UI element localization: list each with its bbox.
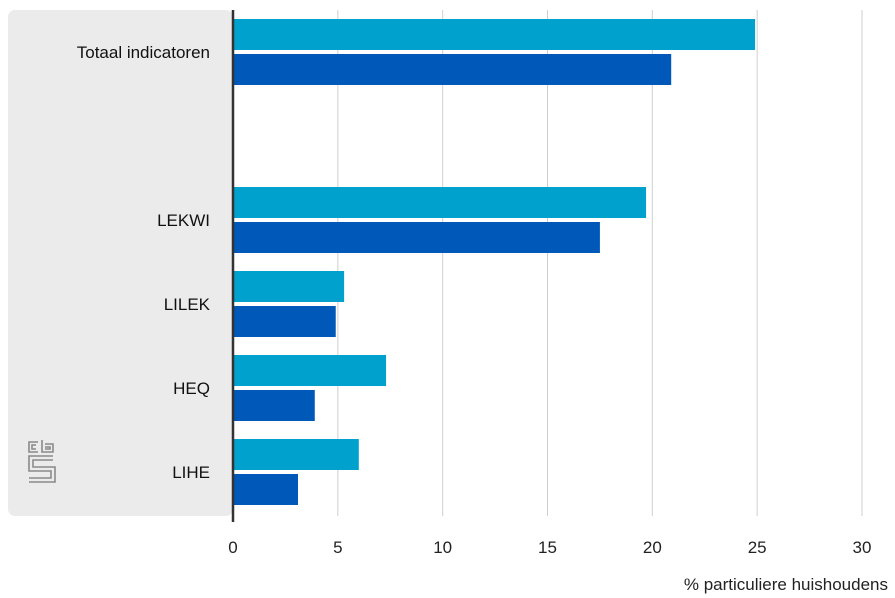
x-tick-label: 30 [853, 538, 872, 557]
bar [233, 271, 345, 302]
x-tick-label: 5 [333, 538, 342, 557]
bar [233, 222, 600, 253]
bar [233, 355, 387, 386]
category-label: LILEK [164, 295, 211, 314]
bar [233, 187, 647, 218]
gridlines [337, 10, 863, 516]
category-labels: Totaal indicatoren LEKWI LILEK HEQ LIHE [77, 43, 211, 482]
category-label: LEKWI [157, 211, 210, 230]
x-tick-label: 0 [228, 538, 237, 557]
bar [233, 54, 672, 85]
x-tick-label: 25 [748, 538, 767, 557]
category-label: LIHE [172, 463, 210, 482]
bars [233, 19, 756, 505]
cbs-logo: cbs [28, 440, 56, 483]
logo-c [28, 441, 38, 453]
x-tick-label: 10 [433, 538, 452, 557]
x-axis-title: % particuliere huishoudens [684, 575, 888, 594]
category-label: HEQ [173, 379, 210, 398]
bar [233, 439, 359, 470]
bar [233, 306, 336, 337]
x-tick-label: 15 [538, 538, 557, 557]
category-label: Totaal indicatoren [77, 43, 210, 62]
x-tick-labels: 0 5 10 15 20 25 30 [228, 538, 871, 557]
x-tick-label: 20 [643, 538, 662, 557]
logo-s [28, 455, 53, 479]
category-label-panel [8, 10, 233, 516]
bar [233, 19, 756, 50]
bar [233, 390, 315, 421]
logo-b [41, 440, 54, 453]
bar [233, 474, 298, 505]
